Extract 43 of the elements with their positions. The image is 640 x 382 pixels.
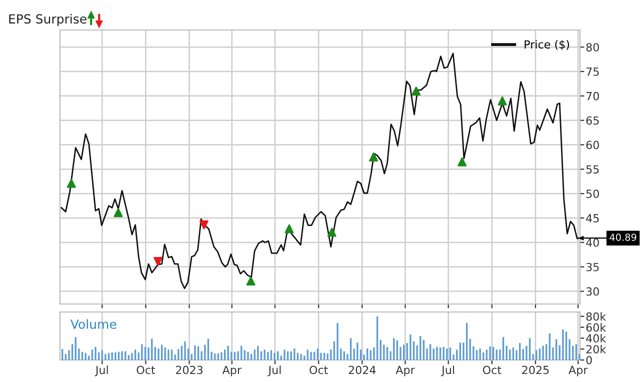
y-tick-label: 40k: [586, 334, 606, 343]
point: [284, 224, 294, 234]
x-tick-label: Apr: [222, 366, 242, 376]
y-tick-label: 45: [586, 214, 599, 222]
x-tick-label: Oct: [482, 366, 502, 374]
x-tick-label: Oct: [136, 366, 156, 374]
point: [498, 96, 507, 106]
x-tick-label: Oct: [310, 366, 328, 374]
x-tick-label: Apr: [568, 366, 588, 376]
y-tick-label: 35: [586, 262, 599, 272]
x-tick-label: Jul: [268, 366, 281, 376]
point: [246, 276, 256, 286]
point: [327, 228, 336, 237]
annotation: 40.89: [610, 234, 636, 241]
y-tick-label: 30: [586, 287, 599, 296]
point: [458, 157, 467, 166]
y-tick-label: 75: [586, 68, 599, 76]
chart-title: EPS Surprise: [9, 14, 86, 26]
x-tick-label: 2023: [176, 366, 203, 374]
x-tick-label: Apr: [396, 366, 415, 376]
y-tick-label: 55: [586, 165, 599, 174]
y-tick-label: 80: [586, 43, 599, 52]
y-tick-label: 0: [586, 356, 592, 364]
y-tick-label: 60: [586, 140, 599, 150]
y-tick-label: 40: [586, 238, 599, 247]
x-tick-label: 2024: [348, 366, 376, 374]
x-tick-label: Jul: [441, 366, 454, 376]
x-tick-label: 2025: [522, 366, 549, 374]
y-tick-label: 20k: [586, 344, 606, 354]
legend-label: Price ($): [524, 40, 570, 50]
point: [154, 257, 163, 266]
y-tick-label: 70: [586, 92, 599, 100]
chart-title: Volume: [70, 319, 116, 329]
point: [412, 86, 421, 96]
y-tick-label: 50: [586, 190, 599, 198]
point: [199, 220, 208, 230]
y-tick-label: 65: [586, 116, 599, 125]
y-tick-label: 80k: [586, 312, 606, 321]
x-tick-label: Jul: [94, 366, 108, 376]
point: [369, 152, 378, 162]
point: [114, 208, 123, 218]
y-tick-label: 60k: [586, 323, 606, 332]
point: [66, 178, 76, 188]
